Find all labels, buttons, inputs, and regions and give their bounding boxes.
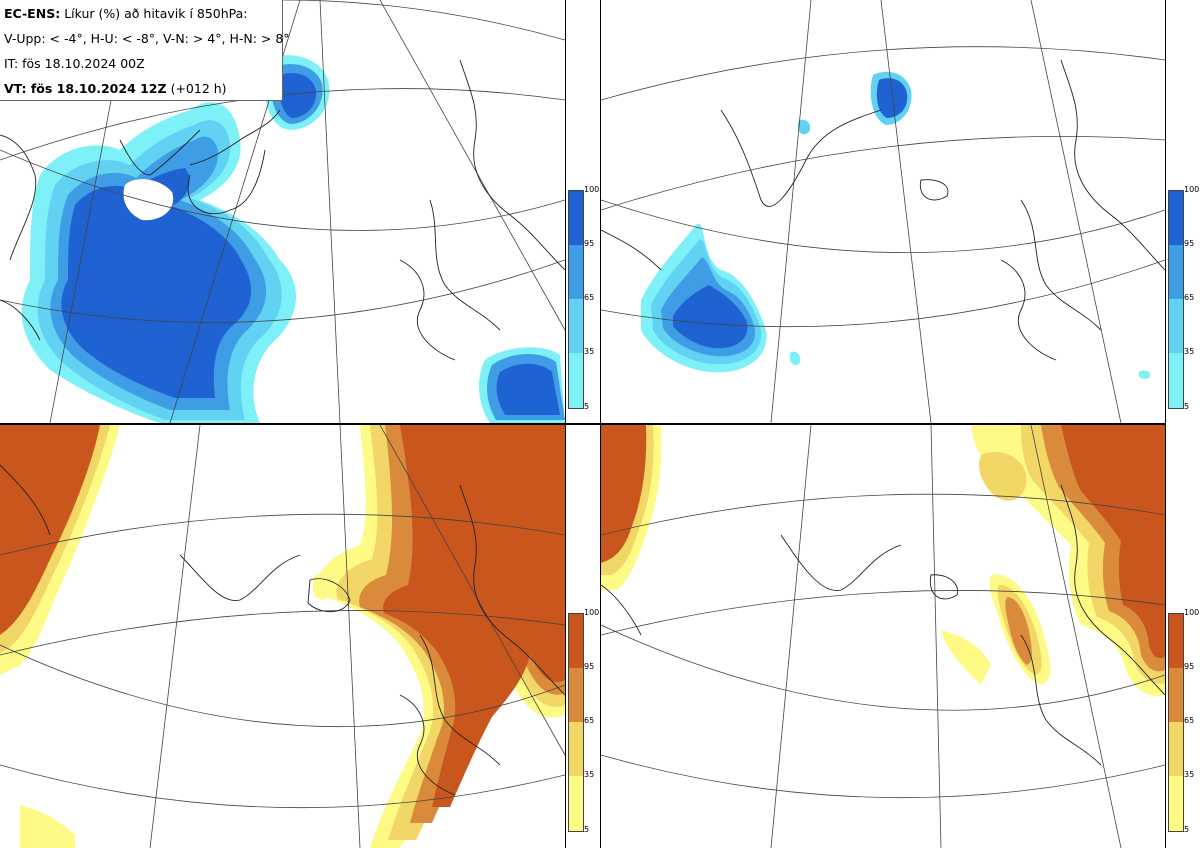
legend-tick-65-tl: 65 <box>584 293 595 302</box>
legend-seg-a <box>569 614 583 668</box>
map-bottom-left <box>0 425 565 848</box>
legend-tick-95-bl: 95 <box>584 662 595 671</box>
legend-tick-65-bl: 65 <box>584 716 595 725</box>
legend-tick-100-bl: 100 <box>584 608 600 617</box>
init-time-text: IT: fös 18.10.2024 00Z <box>4 56 145 71</box>
panel-top-left: 100 EC-ENS: Líkur (%) að hitavik í 850hP… <box>0 0 565 423</box>
probability-field-cold-8 <box>641 71 1151 379</box>
map-top-right <box>601 0 1165 423</box>
info-box: EC-ENS: Líkur (%) að hitavik í 850hPa: V… <box>0 0 290 101</box>
probability-field-warm-4 <box>0 425 565 848</box>
legend-tick-95-tr: 95 <box>1184 239 1195 248</box>
legend-tick-65-tr: 65 <box>1184 293 1195 302</box>
divider-vertical-mid <box>600 0 601 848</box>
thresholds-text: V-Upp: < -4°, H-U: < -8°, V-N: > 4°, H-N… <box>4 31 290 46</box>
panel-bottom-left <box>0 425 565 848</box>
coastlines <box>0 464 565 796</box>
model-label: EC-ENS: <box>4 6 61 21</box>
legend-tick-35-bl: 35 <box>584 770 595 779</box>
legend-colorbar-bl <box>568 613 584 832</box>
legend-seg-d <box>569 776 583 831</box>
legend-tick-100-br: 100 <box>1184 608 1200 617</box>
probability-field-warm-8 <box>601 425 1165 696</box>
legend-tick-5-tr: 5 <box>1184 402 1190 411</box>
graticule <box>601 425 1165 848</box>
legend-tick-95-br: 95 <box>1184 662 1195 671</box>
legend-seg-b <box>569 668 583 722</box>
legend-seg-c <box>1169 299 1183 353</box>
legend-seg-b <box>1169 245 1183 299</box>
divider-horizontal <box>0 423 1165 425</box>
legend-seg-a <box>1169 191 1183 245</box>
legend-seg-c <box>1169 722 1183 776</box>
legend-seg-a <box>569 191 583 245</box>
graticule <box>0 425 565 848</box>
legend-tick-100-tr: 100 <box>1184 185 1200 194</box>
legend-tick-35-br: 35 <box>1184 770 1195 779</box>
map-title: Líkur (%) að hitavik í 850hPa: <box>64 6 248 21</box>
legend-seg-c <box>569 722 583 776</box>
legend-tick-5-bl: 5 <box>584 825 590 834</box>
legend-tick-95-tl: 95 <box>584 239 595 248</box>
legend-seg-b <box>569 245 583 299</box>
legend-tick-35-tr: 35 <box>1184 347 1195 356</box>
legend-colorbar-tr <box>1168 190 1184 409</box>
panel-top-right <box>601 0 1165 423</box>
legend-tick-65-br: 65 <box>1184 716 1195 725</box>
legend-colorbar-br <box>1168 613 1184 832</box>
legend-tick-5-tl: 5 <box>584 402 590 411</box>
valid-time-text: VT: fös 18.10.2024 12Z <box>4 81 167 96</box>
legend-colorbar-tl <box>568 190 584 409</box>
map-bottom-right <box>601 425 1165 848</box>
legend-seg-b <box>1169 668 1183 722</box>
map-top-left <box>0 0 565 423</box>
legend-seg-a <box>1169 614 1183 668</box>
coastlines <box>0 59 565 361</box>
lead-time-text: (+012 h) <box>170 81 227 96</box>
graticule <box>601 0 1165 423</box>
panel-bottom-right <box>601 425 1165 848</box>
divider-vertical-right <box>1165 0 1166 848</box>
divider-vertical-left <box>565 0 566 848</box>
legend-tick-5-br: 5 <box>1184 825 1190 834</box>
probability-field-cold-4 <box>21 55 565 423</box>
legend-tick-100-tl: 100 <box>584 185 600 194</box>
legend-seg-c <box>569 299 583 353</box>
legend-seg-d <box>1169 776 1183 831</box>
legend-seg-d <box>1169 353 1183 408</box>
legend-tick-35-tl: 35 <box>584 347 595 356</box>
coastlines <box>601 59 1165 361</box>
coastlines <box>601 484 1165 766</box>
legend-seg-d <box>569 353 583 408</box>
